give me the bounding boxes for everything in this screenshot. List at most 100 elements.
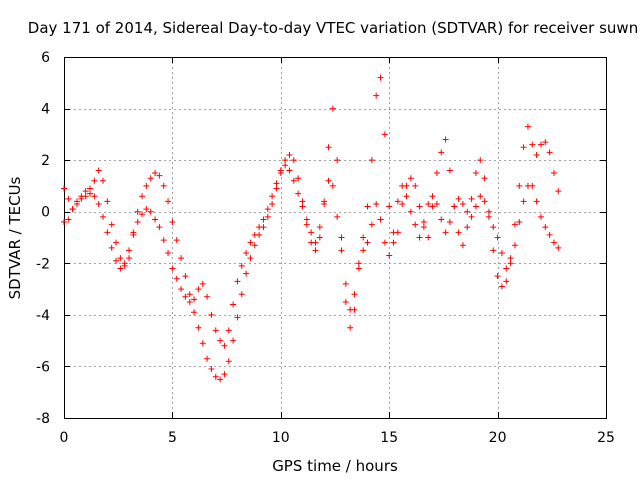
data-point (442, 229, 449, 236)
data-point (277, 167, 284, 174)
data-point (368, 221, 375, 228)
data-point (225, 327, 232, 334)
data-point (472, 203, 479, 210)
data-point (208, 311, 215, 318)
data-point (477, 193, 484, 200)
data-point (91, 177, 98, 184)
data-point (91, 193, 98, 200)
data-point (416, 203, 423, 210)
data-point (143, 206, 150, 213)
data-points (61, 74, 562, 383)
data-point (290, 177, 297, 184)
data-point (485, 213, 492, 220)
data-point (455, 195, 462, 202)
data-point (117, 255, 124, 262)
data-point (221, 371, 228, 378)
y-tick-label: 0 (41, 205, 50, 221)
data-point (243, 270, 250, 277)
x-tick-label: 25 (597, 430, 615, 446)
data-point (251, 231, 258, 238)
data-point (199, 280, 206, 287)
data-point (191, 309, 198, 316)
data-point (204, 293, 211, 300)
plot-frame (64, 57, 607, 419)
data-point (533, 151, 540, 158)
data-point (468, 213, 475, 220)
data-point (195, 324, 202, 331)
data-point (230, 337, 237, 344)
data-point (113, 239, 120, 246)
data-point (550, 170, 557, 177)
data-point (282, 157, 289, 164)
data-point (542, 224, 549, 231)
data-point (347, 306, 354, 313)
data-point (464, 224, 471, 231)
data-point (290, 157, 297, 164)
data-point (433, 200, 440, 207)
data-point (537, 213, 544, 220)
data-point (126, 247, 133, 254)
y-tick-label: -2 (36, 256, 50, 272)
data-point (390, 229, 397, 236)
data-point (186, 298, 193, 305)
data-point (147, 208, 154, 215)
data-point (247, 239, 254, 246)
data-point (511, 221, 518, 228)
data-point (303, 221, 310, 228)
data-point (355, 265, 362, 272)
data-point (152, 216, 159, 223)
data-point (425, 200, 432, 207)
data-point (130, 229, 137, 236)
data-point (446, 167, 453, 174)
data-point (403, 193, 410, 200)
x-tick-label: 20 (489, 430, 507, 446)
data-point (234, 278, 241, 285)
data-point (407, 175, 414, 182)
data-point (182, 293, 189, 300)
data-point (147, 175, 154, 182)
data-point (429, 203, 436, 210)
data-point (498, 249, 505, 256)
data-point (104, 198, 111, 205)
data-point (490, 247, 497, 254)
data-point (338, 247, 345, 254)
data-point (160, 237, 167, 244)
data-point (516, 182, 523, 189)
data-point (87, 185, 94, 192)
data-point (273, 185, 280, 192)
data-point (308, 229, 315, 236)
data-point (295, 175, 302, 182)
data-point (520, 198, 527, 205)
data-point (286, 151, 293, 158)
data-point (503, 265, 510, 272)
data-point (243, 249, 250, 256)
data-point (364, 239, 371, 246)
data-point (368, 157, 375, 164)
data-point (364, 203, 371, 210)
x-axis-label: GPS time / hours (272, 457, 398, 475)
data-point (74, 198, 81, 205)
data-point (472, 170, 479, 177)
data-point (178, 286, 185, 293)
data-point (342, 298, 349, 305)
data-point (338, 234, 345, 241)
data-point (503, 278, 510, 285)
data-point (160, 182, 167, 189)
y-tick-label: 2 (41, 153, 50, 169)
data-point (407, 208, 414, 215)
data-point (316, 224, 323, 231)
data-point (442, 136, 449, 143)
data-point (507, 260, 514, 267)
data-point (520, 144, 527, 151)
data-point (420, 219, 427, 226)
data-point (334, 157, 341, 164)
data-point (459, 200, 466, 207)
data-point (87, 190, 94, 197)
data-point (451, 203, 458, 210)
data-point (399, 200, 406, 207)
data-point (121, 260, 128, 267)
data-point (381, 131, 388, 138)
data-point (139, 211, 146, 218)
data-point (542, 139, 549, 146)
